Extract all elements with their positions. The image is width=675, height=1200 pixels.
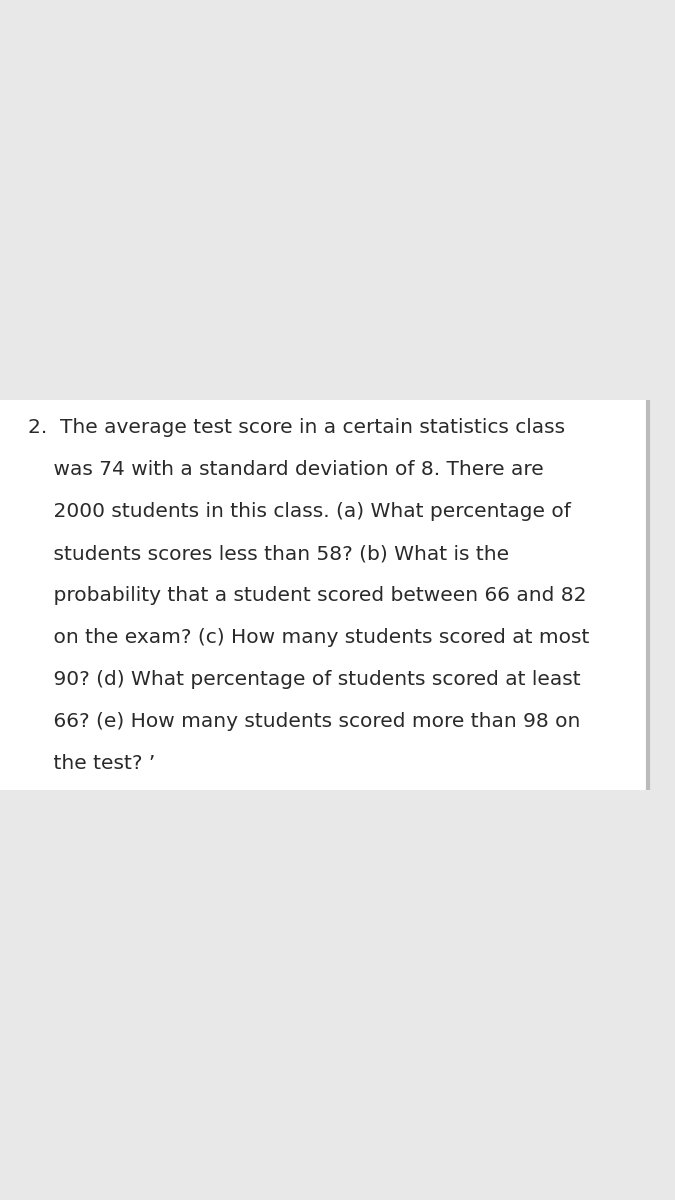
Text: 90? (d) What percentage of students scored at least: 90? (d) What percentage of students scor…: [28, 670, 580, 689]
Bar: [0, 400, 648, 790]
Text: was 74 with a standard deviation of 8. There are: was 74 with a standard deviation of 8. T…: [28, 460, 544, 479]
Text: 66? (e) How many students scored more than 98 on: 66? (e) How many students scored more th…: [28, 712, 580, 731]
Text: on the exam? (c) How many students scored at most: on the exam? (c) How many students score…: [28, 628, 589, 647]
Text: students scores less than 58? (b) What is the: students scores less than 58? (b) What i…: [28, 544, 509, 563]
Text: 2000 students in this class. (a) What percentage of: 2000 students in this class. (a) What pe…: [28, 502, 571, 521]
Text: the test? ’: the test? ’: [28, 754, 155, 773]
Text: 2.  The average test score in a certain statistics class: 2. The average test score in a certain s…: [28, 418, 565, 437]
Text: probability that a student scored between 66 and 82: probability that a student scored betwee…: [28, 586, 587, 605]
